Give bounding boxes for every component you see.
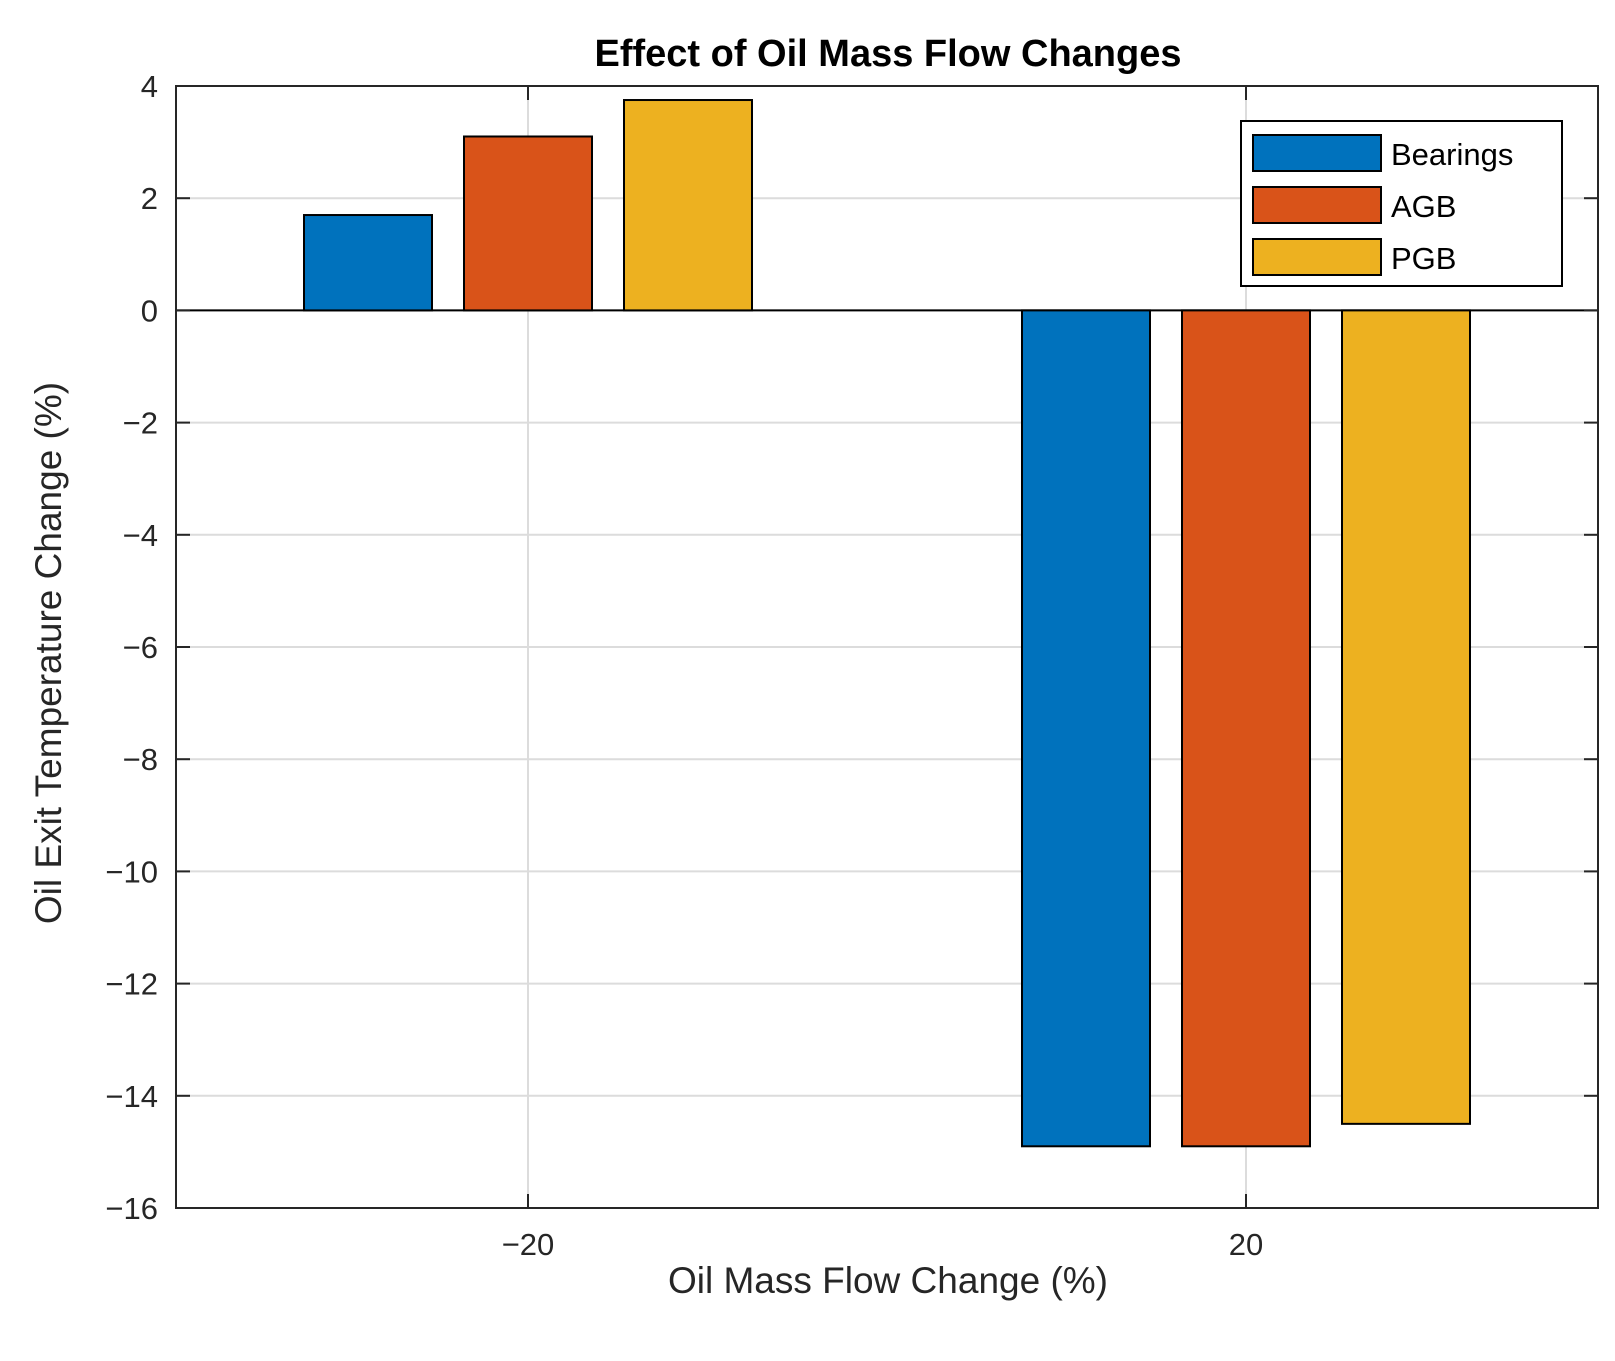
y-tick-label: −2	[123, 406, 158, 441]
bar-series	[303, 99, 1471, 1148]
y-tick-label: 4	[141, 69, 158, 104]
bar-bearings-1	[1021, 309, 1151, 1148]
legend-label-bearings: Bearings	[1391, 137, 1513, 172]
y-tick-label: −14	[105, 1079, 158, 1114]
y-tick-label: 2	[141, 181, 158, 216]
legend-label-agb: AGB	[1391, 189, 1456, 224]
y-tick-labels: 4 2 0 −2 −4 −6 −8 −10 −12 −14 −16	[105, 69, 158, 1226]
legend: Bearings AGB PGB	[1240, 120, 1563, 287]
axis-ticks	[176, 85, 1598, 1209]
y-tick-label: −10	[105, 854, 158, 889]
legend-label-pgb: PGB	[1391, 241, 1456, 276]
bar-agb-0	[463, 135, 593, 312]
x-tick-labels: −20 20	[502, 1227, 1264, 1262]
y-tick-label: −8	[123, 742, 158, 777]
x-axis-label: Oil Mass Flow Change (%)	[668, 1260, 1108, 1301]
y-tick-label: −16	[105, 1191, 158, 1226]
y-tick-label: −4	[123, 518, 158, 553]
bar-pgb-1	[1341, 309, 1471, 1125]
y-tick-label: −12	[105, 967, 158, 1002]
y-tick-label: −6	[123, 630, 158, 665]
bar-bearings-0	[303, 214, 433, 312]
legend-swatch-pgb	[1252, 238, 1382, 276]
chart-title: Effect of Oil Mass Flow Changes	[595, 33, 1182, 75]
bar-agb-1	[1181, 309, 1311, 1148]
bar-pgb-0	[623, 99, 753, 312]
y-axis-label: Oil Exit Temperature Change (%)	[28, 382, 69, 924]
y-tick-label: 0	[141, 293, 158, 328]
legend-swatch-agb	[1252, 186, 1382, 224]
x-tick-label: −20	[502, 1227, 555, 1262]
x-tick-label: 20	[1229, 1227, 1263, 1262]
legend-swatch-bearings	[1252, 134, 1382, 172]
